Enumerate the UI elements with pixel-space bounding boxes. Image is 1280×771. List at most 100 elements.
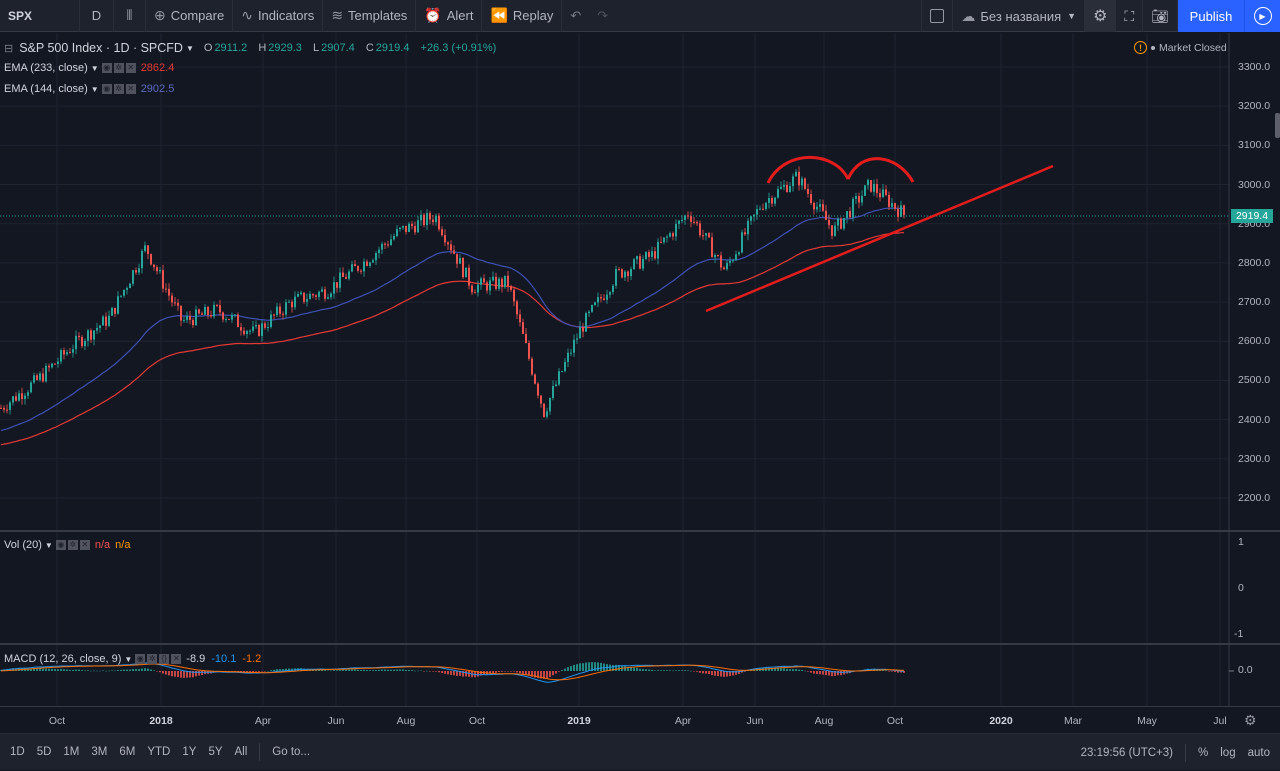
publish-idea-play-button[interactable]: ▶ — [1244, 0, 1280, 32]
chart-canvas[interactable] — [0, 33, 1280, 706]
compare-button[interactable]: ⊕ Compare — [146, 0, 234, 32]
macd-histogram-bar — [450, 671, 452, 675]
ema-233-legend[interactable]: EMA (233, close) ▼ ◉ ✲ ✕ 2862.4 — [4, 62, 174, 74]
chevron-down-icon[interactable]: ▼ — [90, 84, 99, 94]
candle-body — [675, 223, 677, 237]
candle-body — [561, 371, 563, 373]
close-icon[interactable]: ✕ — [125, 84, 136, 94]
range-button[interactable]: 3M — [91, 746, 108, 758]
candle-body — [255, 325, 257, 327]
range-button[interactable]: 6M — [119, 746, 136, 758]
time-axis-label: Oct — [468, 715, 486, 727]
candle-body — [42, 373, 44, 382]
chart-type-button[interactable]: ⫴ — [114, 0, 146, 32]
chevron-down-icon[interactable]: ▼ — [124, 654, 133, 664]
ema-144-controls[interactable]: ◉ ✲ ✕ — [101, 84, 138, 94]
macd-histogram-bar — [441, 671, 443, 673]
braces-icon[interactable]: {} — [159, 654, 170, 664]
candle-body — [186, 316, 188, 321]
log-toggle[interactable]: log — [1220, 746, 1236, 759]
range-button[interactable]: 1Y — [182, 746, 197, 758]
collapse-icon[interactable]: ⊟ — [4, 42, 14, 55]
percent-toggle[interactable]: % — [1198, 746, 1209, 759]
gear-icon[interactable]: ✲ — [113, 84, 124, 94]
indicators-button[interactable]: ∿ Indicators — [233, 0, 324, 32]
candle-body — [507, 275, 509, 287]
compare-label: Compare — [170, 8, 225, 23]
eye-icon[interactable]: ◉ — [135, 654, 146, 664]
candle-body — [726, 262, 728, 270]
chart-area[interactable]: ⊟ S&P 500 Index · 1D · SPCFD ▼ O 2911.2 H… — [0, 33, 1280, 706]
range-button[interactable]: 1D — [10, 746, 25, 758]
eye-icon[interactable]: ◉ — [101, 84, 112, 94]
ema-233-controls[interactable]: ◉ ✲ ✕ — [101, 63, 138, 73]
close-icon[interactable]: ✕ — [79, 540, 90, 550]
range-button[interactable]: 1M — [63, 746, 80, 758]
volume-controls[interactable]: ◉ ✲ ✕ — [55, 540, 92, 550]
candle-body — [516, 301, 518, 315]
candle-body — [87, 330, 89, 341]
scroll-handle[interactable] — [1275, 113, 1280, 138]
auto-toggle[interactable]: auto — [1247, 746, 1270, 759]
volume-legend[interactable]: Vol (20) ▼ ◉ ✲ ✕ n/a n/a — [4, 539, 130, 551]
fullscreen-button[interactable]: ⛶ — [1116, 0, 1144, 32]
macd-histogram-bar — [105, 670, 107, 672]
market-status[interactable]: ! Market Closed — [1134, 41, 1227, 54]
redo-button[interactable]: ↷ — [589, 0, 616, 32]
macd-histogram-bar — [264, 671, 266, 672]
candle-body — [474, 292, 476, 294]
interval-button[interactable]: D — [80, 0, 114, 32]
macd-histogram-bar — [552, 671, 554, 676]
templates-button[interactable]: ≋ Templates — [323, 0, 417, 32]
cloud-icon: ☁ — [961, 7, 976, 24]
eye-icon[interactable]: ◉ — [101, 63, 112, 73]
gear-icon[interactable]: ⚙ — [1244, 712, 1257, 728]
close-icon[interactable]: ✕ — [171, 654, 182, 664]
layout-name-button[interactable]: ☁ Без названия ▼ — [953, 0, 1086, 32]
range-button[interactable]: YTD — [147, 746, 171, 758]
shoulder-arc-left-annotation — [766, 156, 850, 184]
time-axis[interactable]: Oct 2018 Apr Jun Aug Oct 2019 Apr Jun Aug Oct 2020 M… — [0, 706, 1280, 733]
macd-histogram-bar — [108, 670, 110, 672]
alert-button[interactable]: ⏰ Alert — [416, 0, 483, 32]
range-button[interactable]: All — [234, 746, 248, 758]
close-icon[interactable]: ✕ — [125, 63, 136, 73]
undo-button[interactable]: ↶ — [562, 0, 589, 32]
eye-icon[interactable]: ◉ — [55, 540, 66, 550]
close-key: C — [365, 42, 374, 54]
gear-icon[interactable]: ✲ — [67, 540, 78, 550]
main-series-legend[interactable]: ⊟ S&P 500 Index · 1D · SPCFD ▼ O 2911.2 H… — [4, 41, 502, 55]
replay-button[interactable]: ⏪ Replay — [482, 0, 563, 32]
divider — [259, 743, 261, 761]
chevron-down-icon[interactable]: ▼ — [90, 63, 99, 73]
candle-body — [237, 314, 239, 328]
macd-histogram-bar — [900, 671, 902, 673]
macd-histogram-bar — [477, 671, 479, 677]
fullscreen-toggle-button[interactable] — [921, 0, 954, 32]
volume-axis-label-bottom: -1 — [1234, 628, 1244, 640]
ema-144-legend[interactable]: EMA (144, close) ▼ ◉ ✲ ✕ 2902.5 — [4, 83, 174, 95]
chevron-down-icon[interactable]: ▼ — [44, 540, 53, 550]
publish-button[interactable]: Publish — [1178, 0, 1244, 32]
goto-button[interactable]: Go to... — [272, 746, 311, 758]
macd-legend[interactable]: MACD (12, 26, close, 9) ▼ ◉ ✲{} ✕ -8.9 -10… — [4, 653, 261, 665]
candle-body — [69, 352, 71, 354]
chevron-down-icon: ▼ — [1067, 11, 1077, 21]
change-value: +26.3 (+0.91%) — [420, 42, 497, 54]
settings-button[interactable]: ⚙ — [1085, 0, 1117, 32]
macd-histogram-bar — [330, 670, 332, 672]
range-button[interactable]: 5Y — [208, 746, 223, 758]
candle-body — [690, 216, 692, 222]
symbol-search[interactable]: SPX — [0, 0, 80, 32]
macd-controls[interactable]: ◉ ✲{} ✕ — [135, 654, 183, 664]
chevron-down-icon[interactable]: ▼ — [185, 43, 194, 53]
gear-icon[interactable]: ✲ — [113, 63, 124, 73]
candle-body — [753, 214, 755, 217]
candle-body — [783, 184, 785, 187]
macd-histogram-bar — [171, 671, 173, 677]
candle-body — [717, 254, 719, 256]
clock[interactable]: 23:19:56 (UTC+3) — [1080, 746, 1174, 759]
range-button[interactable]: 5D — [36, 746, 52, 758]
snapshot-button[interactable]: 📷︎ — [1143, 0, 1178, 32]
gear-icon[interactable]: ✲ — [147, 654, 158, 664]
